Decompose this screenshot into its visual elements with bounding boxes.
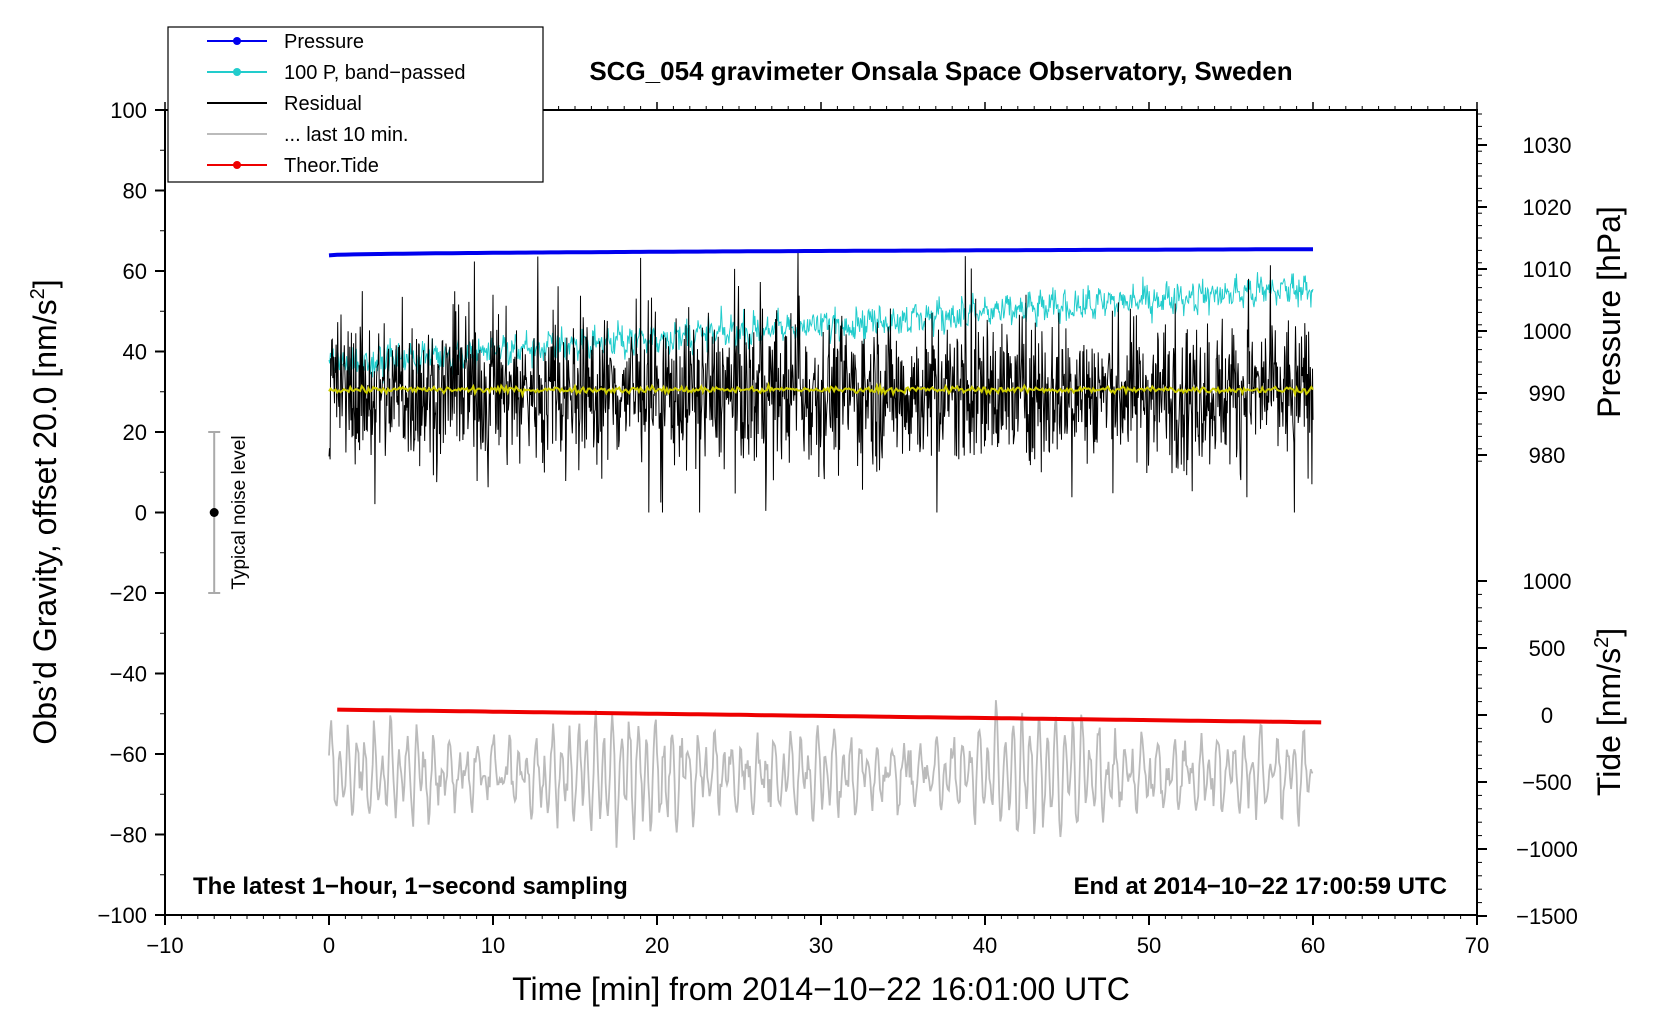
y-tick-label: −40 bbox=[110, 662, 147, 687]
legend-label: ... last 10 min. bbox=[284, 124, 409, 146]
pressure-tick-label: 980 bbox=[1529, 443, 1566, 468]
legend: Pressure 100 P, band−passed Residual ... la… bbox=[167, 26, 544, 183]
x-axis-title: Time [min] from 2014−10−22 16:01:00 UTC bbox=[512, 971, 1130, 1007]
x-axis-ticks: −10 0 10 20 30 40 50 60 70 bbox=[146, 102, 1489, 958]
x-tick-label: 60 bbox=[1301, 933, 1325, 958]
y-tick-label: 80 bbox=[123, 179, 147, 204]
series-pressure bbox=[328, 247, 1313, 258]
y-tick-label: −60 bbox=[110, 742, 147, 767]
tide-tick-label: 1000 bbox=[1523, 569, 1572, 594]
y-axis-title-main: Obs’d Gravity, offset 20.0 [nm/s bbox=[27, 299, 63, 744]
annotation-end-time: End at 2014−10−22 17:00:59 UTC bbox=[1073, 873, 1447, 900]
pressure-tick-label: 1020 bbox=[1523, 195, 1572, 220]
x-tick-label: 30 bbox=[809, 933, 833, 958]
tide-axis-title-end: ] bbox=[1591, 628, 1627, 637]
y-tick-label: 60 bbox=[123, 259, 147, 284]
x-tick-label: 0 bbox=[323, 933, 335, 958]
tide-axis-title: Tide [nm/s2] bbox=[1591, 628, 1627, 796]
tide-tick-label: −1000 bbox=[1516, 837, 1578, 862]
noise-level-indicator: Typical noise level bbox=[208, 431, 250, 594]
legend-label: Theor.Tide bbox=[284, 155, 379, 177]
x-tick-label: 20 bbox=[645, 933, 669, 958]
y-axis-title-end: ] bbox=[27, 279, 63, 288]
x-tick-label: 40 bbox=[973, 933, 997, 958]
tide-tick-label: −1500 bbox=[1516, 904, 1578, 929]
legend-marker bbox=[233, 37, 241, 45]
series-last-10-min bbox=[328, 700, 1314, 848]
noise-label: Typical noise level bbox=[229, 435, 250, 589]
y-axis-ticks: −100 −80 −60 −40 −20 0 20 40 60 80 100 bbox=[97, 98, 165, 928]
y-tick-label: 20 bbox=[123, 420, 147, 445]
pressure-tick-label: 990 bbox=[1529, 381, 1566, 406]
y-axis-title: Obs’d Gravity, offset 20.0 [nm/s2] bbox=[27, 279, 63, 744]
y-tick-label: −100 bbox=[97, 903, 147, 928]
pressure-axis-ticks: 980 990 1000 1010 1020 1030 bbox=[1477, 113, 1572, 468]
y-tick-label: −80 bbox=[110, 823, 147, 848]
series-residual-smoothed bbox=[328, 381, 1314, 399]
tide-tick-label: 0 bbox=[1541, 703, 1553, 728]
pressure-tick-label: 1030 bbox=[1523, 133, 1572, 158]
legend-label: Pressure bbox=[284, 31, 364, 53]
chart-title: SCG_054 gravimeter Onsala Space Observat… bbox=[589, 56, 1292, 86]
y-tick-label: −20 bbox=[110, 581, 147, 606]
x-tick-label: 10 bbox=[481, 933, 505, 958]
legend-marker bbox=[233, 161, 241, 169]
y-tick-label: 100 bbox=[110, 98, 147, 123]
tide-axis-title-sup: 2 bbox=[1591, 637, 1613, 648]
legend-marker bbox=[233, 68, 241, 76]
x-tick-label: 70 bbox=[1465, 933, 1489, 958]
series-residual bbox=[328, 249, 1314, 513]
tide-axis-ticks: −1500 −1000 −500 0 500 1000 bbox=[1477, 569, 1578, 929]
pressure-tick-label: 1000 bbox=[1523, 319, 1572, 344]
y-axis-title-sup: 2 bbox=[27, 288, 49, 299]
noise-center-dot bbox=[209, 508, 219, 517]
legend-box bbox=[167, 26, 544, 183]
pressure-axis-title: Pressure [hPa] bbox=[1591, 206, 1627, 418]
series-layer bbox=[328, 247, 1322, 848]
x-tick-label: −10 bbox=[146, 933, 183, 958]
pressure-tick-label: 1010 bbox=[1523, 257, 1572, 282]
legend-label: Residual bbox=[284, 93, 362, 115]
legend-label: 100 P, band−passed bbox=[284, 62, 465, 84]
annotation-sampling: The latest 1−hour, 1−second sampling bbox=[193, 873, 628, 900]
tide-axis-title-main: Tide [nm/s bbox=[1591, 648, 1627, 796]
y-tick-label: 40 bbox=[123, 340, 147, 365]
x-tick-label: 50 bbox=[1137, 933, 1161, 958]
tide-tick-label: 500 bbox=[1529, 636, 1566, 661]
y-tick-label: 0 bbox=[135, 501, 147, 526]
tide-tick-label: −500 bbox=[1522, 770, 1572, 795]
series-theoretical-tide bbox=[337, 707, 1322, 725]
